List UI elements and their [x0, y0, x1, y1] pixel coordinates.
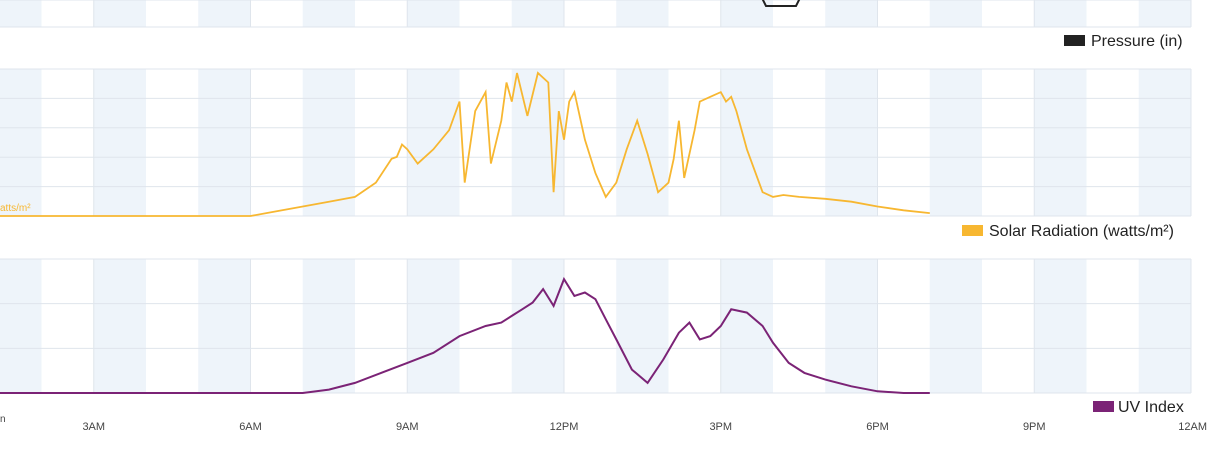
hour-band [93, 0, 146, 27]
hour-band [198, 0, 251, 27]
hour-band [407, 259, 460, 393]
x-tick-label: 9PM [1023, 421, 1046, 433]
hour-band [302, 0, 355, 27]
x-tick-label: 3AM [82, 421, 105, 433]
hour-band [0, 0, 42, 27]
pressure-legend-swatch [1064, 35, 1085, 46]
hour-band [720, 69, 773, 216]
x-tick-label: 6PM [866, 421, 889, 433]
hour-band [511, 0, 564, 27]
hour-band [929, 259, 982, 393]
hour-band [302, 69, 355, 216]
solar-radiation-series-line [0, 71, 930, 217]
x-axis-tick-labels: 3AM 6AM 9AM 12PM 3PM 6PM 9PM 12AM [82, 421, 1207, 433]
hour-band [407, 0, 460, 27]
hour-band [616, 69, 669, 216]
hour-band [929, 0, 982, 27]
hour-band [720, 259, 773, 393]
x-tick-label: 12AM [1178, 421, 1207, 433]
x-tick-label: 6AM [239, 421, 262, 433]
hour-band [616, 259, 669, 393]
uv-legend-label: UV Index [1118, 399, 1184, 416]
uv-legend-swatch [1093, 401, 1114, 412]
hour-band [1034, 259, 1087, 393]
hexagon-marker-icon [761, 0, 801, 7]
solar-axis-unit: atts/m² [0, 203, 31, 214]
pressure-legend-label: Pressure (in) [1091, 33, 1183, 50]
hour-band [0, 69, 42, 216]
solar-legend-swatch [962, 225, 983, 236]
solar-legend-label: Solar Radiation (watts/m²) [989, 223, 1174, 240]
hour-band [929, 69, 982, 216]
hour-band [198, 259, 251, 393]
hour-band [302, 259, 355, 393]
hour-band [511, 69, 564, 216]
hour-band [1138, 0, 1191, 27]
uv-index-series-line [0, 276, 930, 394]
hour-band [825, 69, 878, 216]
hour-band [198, 69, 251, 216]
hour-band [1034, 0, 1087, 27]
hour-band [1034, 69, 1087, 216]
x-tick-label: 9AM [396, 421, 419, 433]
hour-band [0, 259, 42, 393]
hour-band [93, 69, 146, 216]
hour-band [825, 259, 878, 393]
hour-band [1138, 259, 1191, 393]
hour-band [93, 259, 146, 393]
x-tick-label: 3PM [709, 421, 732, 433]
hour-band [511, 259, 564, 393]
hour-band [616, 0, 669, 27]
hour-bands [0, 0, 1191, 393]
hour-band [407, 69, 460, 216]
grid-lines [0, 0, 1192, 394]
hour-band [825, 0, 878, 27]
hour-band [1138, 69, 1191, 216]
x-tick-label: 12PM [550, 421, 579, 433]
uv-axis-unit: n [0, 414, 6, 425]
